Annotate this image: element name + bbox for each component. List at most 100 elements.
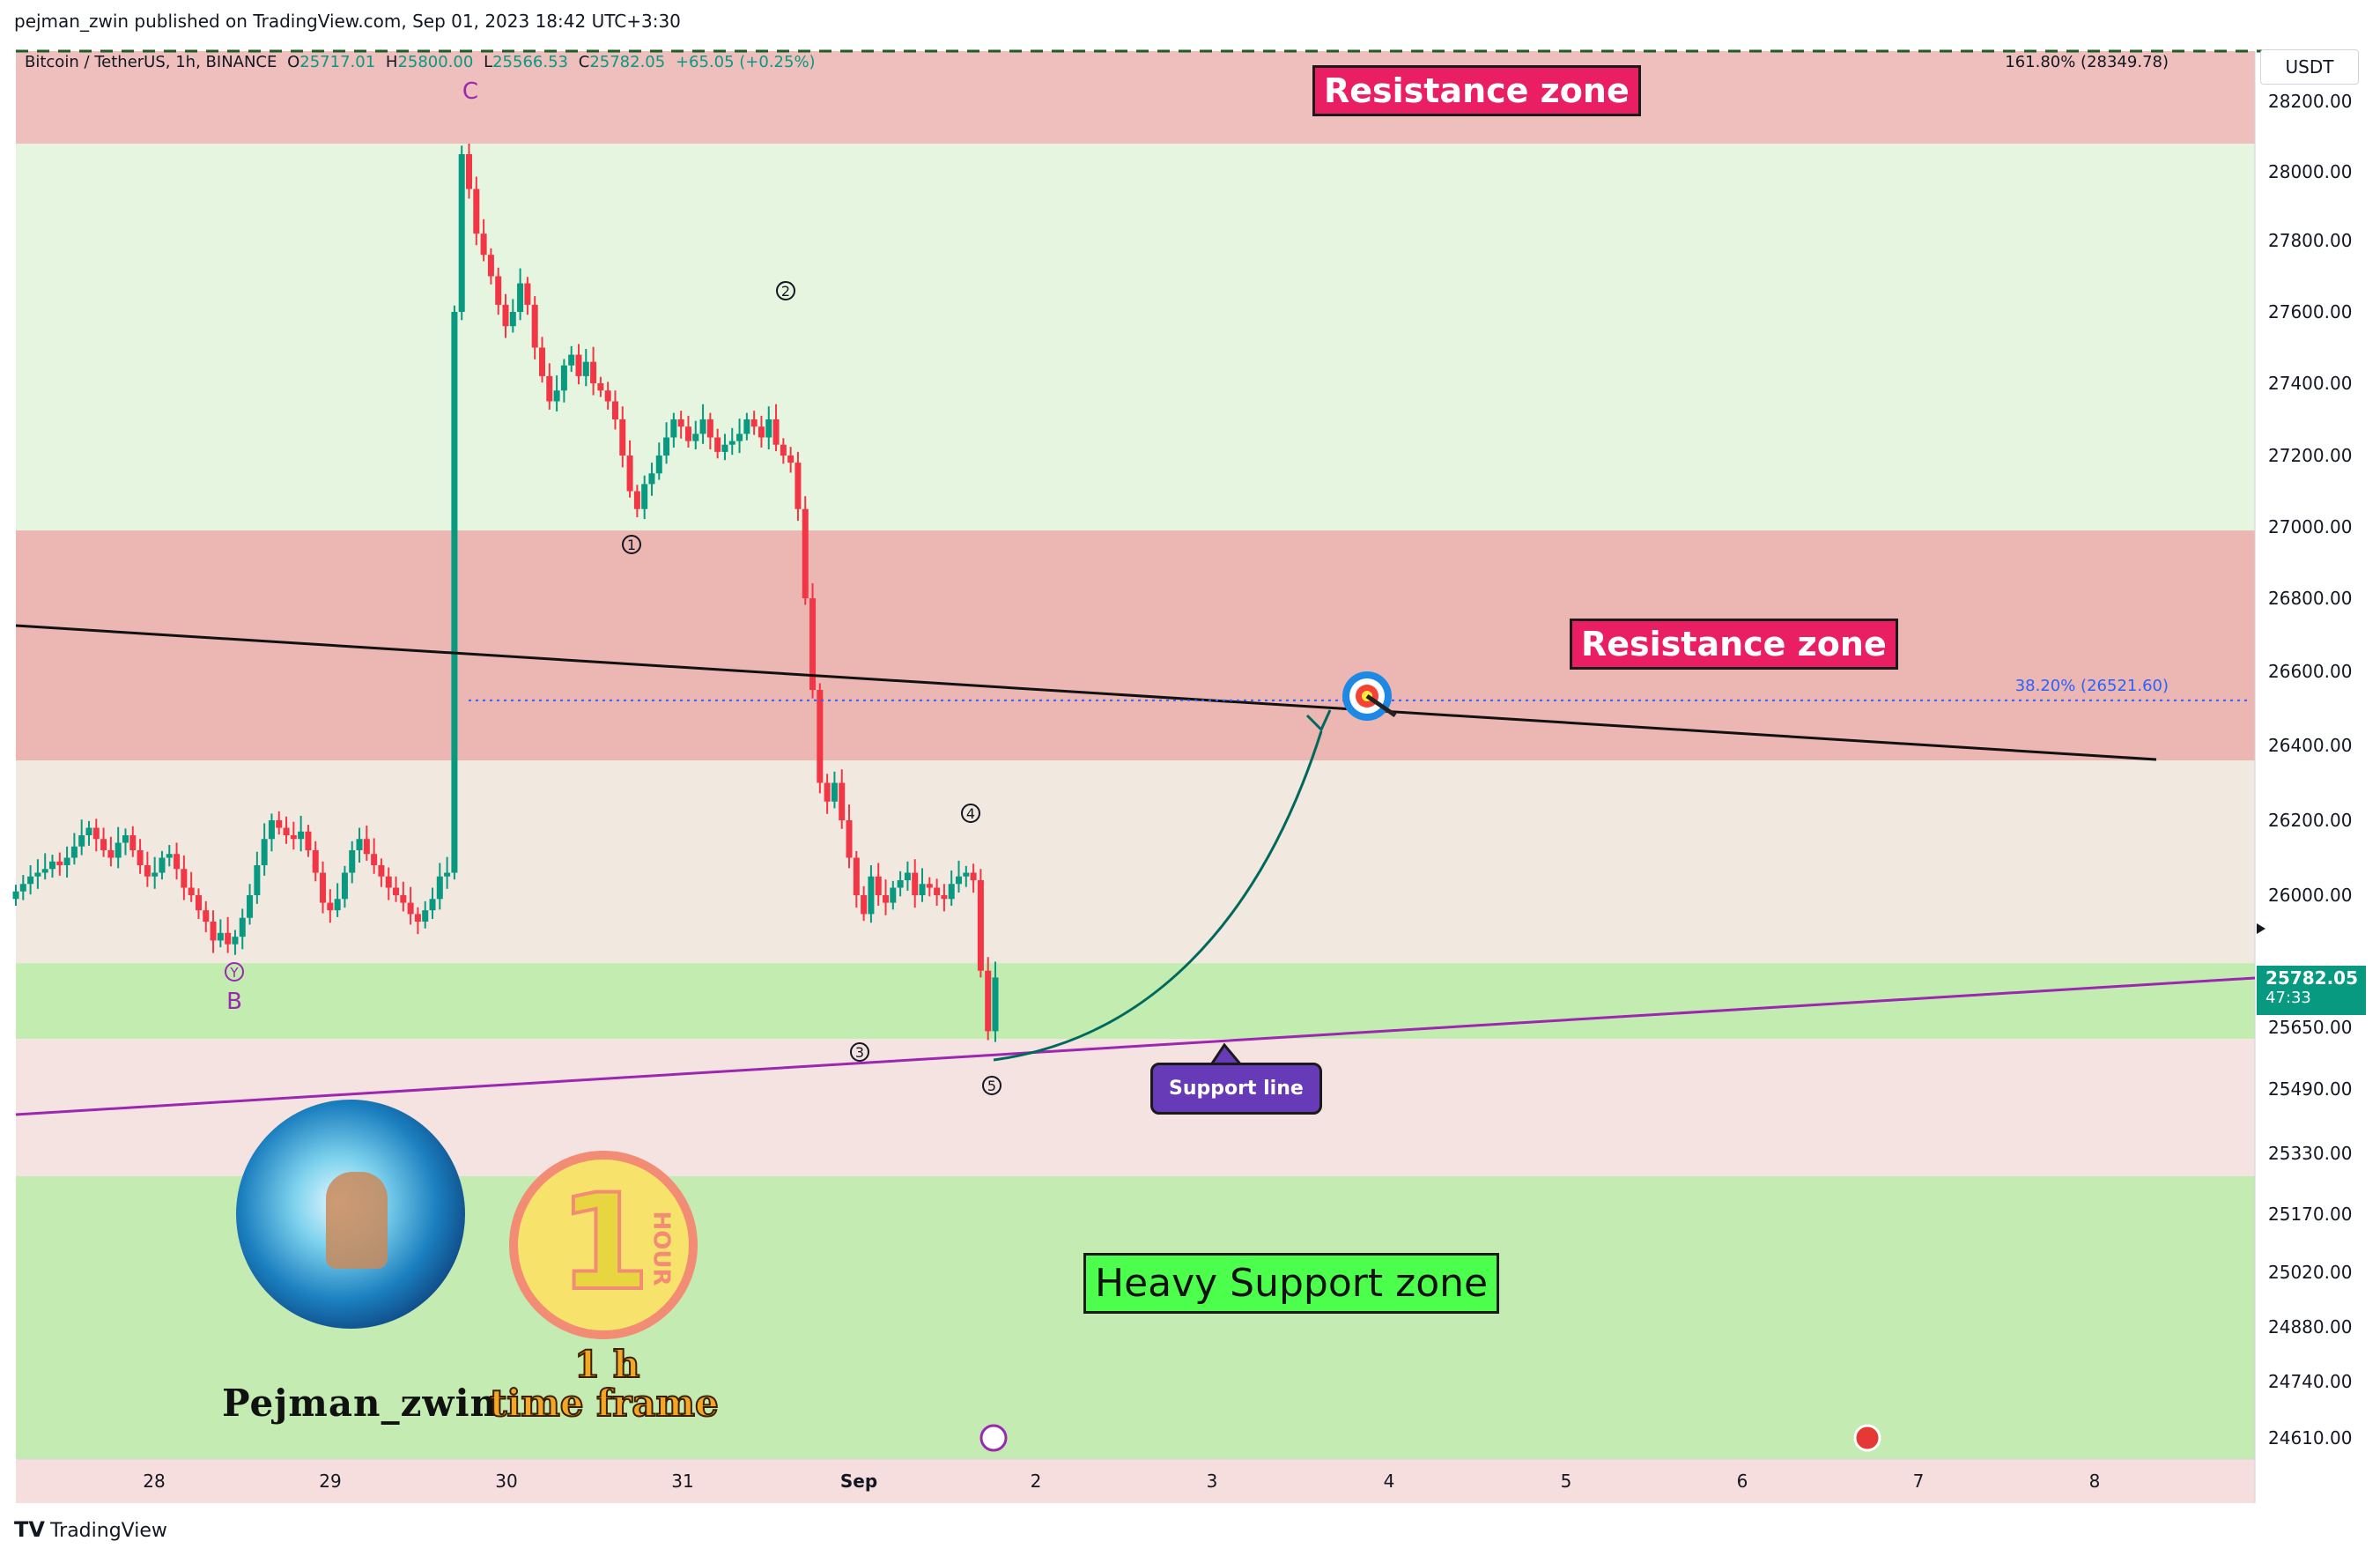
wave-2-label-circle [776, 281, 795, 300]
candle-body [919, 884, 926, 895]
resistance-zone-top-label: Resistance zone [1312, 65, 1641, 116]
candle-body [509, 312, 516, 327]
current-price: 25782.05 [2265, 967, 2359, 989]
time-axis[interactable]: 28 29 30 31 Sep 2 3 4 5 6 7 8 [16, 1458, 2255, 1492]
price-tick-label: 27200.00 [2268, 445, 2352, 466]
candle-body [115, 842, 122, 858]
candle-body [524, 283, 531, 305]
candle-body [934, 887, 941, 895]
candle-body [721, 444, 728, 452]
candle-body [85, 827, 92, 835]
symbol-name[interactable]: Bitcoin / TetherUS, 1h, BINANCE [25, 53, 277, 71]
candle-body [19, 884, 26, 892]
tf-value: 1 h [573, 1342, 640, 1387]
wave-5-label-circle [982, 1076, 1002, 1095]
candle-body [868, 876, 875, 915]
currency-button[interactable]: USDT [2260, 49, 2359, 85]
candle-body [283, 827, 290, 835]
candle-body [582, 361, 589, 376]
price-tick-label: 28000.00 [2268, 161, 2352, 182]
candle-body [203, 910, 210, 922]
support-band [16, 963, 2255, 1040]
tradingview-logo[interactable]: TV TradingView [14, 1517, 167, 1542]
candle-body [568, 354, 575, 366]
candle-body [305, 831, 312, 850]
candle-body [92, 827, 100, 840]
time-tick-label: 28 [143, 1471, 165, 1492]
symbol-legend[interactable]: Bitcoin / TetherUS, 1h, BINANCE O25717.0… [25, 53, 816, 71]
candle-body [517, 283, 524, 312]
wave-y-circle [225, 962, 244, 982]
candle-body [817, 690, 824, 783]
candle-body [166, 854, 173, 858]
candle-body [356, 839, 363, 850]
candle-body [247, 895, 254, 918]
candle-body [290, 835, 297, 840]
wave-c-label: C [462, 78, 478, 105]
wave-y-label: Y [229, 965, 239, 981]
price-tick-label: 24610.00 [2268, 1427, 2352, 1449]
price-axis[interactable]: 28200.00 28000.00 27800.00 27600.00 27400.00… [2254, 51, 2352, 1503]
us-flag-event-icon [1853, 1424, 1881, 1452]
candle-body [670, 419, 677, 438]
candle-body [758, 426, 765, 438]
drawings-layer: 1 2 3 4 5 C YB [15, 78, 2265, 1452]
candle-body [400, 895, 407, 903]
candle-body [795, 463, 802, 509]
wave-3-label: 3 [855, 1044, 864, 1061]
wave-3-label-circle [850, 1042, 869, 1062]
candle-body [897, 880, 904, 888]
candle-body [743, 419, 750, 434]
candle-body [480, 233, 487, 256]
candle-body [254, 865, 261, 895]
candle-body [371, 854, 378, 865]
time-tick-label: 8 [2089, 1471, 2101, 1492]
candle-body [692, 433, 699, 441]
time-tick-label: 6 [1737, 1471, 1748, 1492]
candle-body [619, 419, 626, 456]
candle-body [985, 970, 992, 1032]
time-tick-label: 5 [1561, 1471, 1572, 1492]
current-price-tag: 25782.05 47:33 [2257, 966, 2366, 1015]
price-tick-label: 27800.00 [2268, 230, 2352, 251]
candle-body [473, 189, 480, 234]
candle-body [736, 433, 743, 441]
candle-body [824, 782, 831, 802]
candle-body [152, 872, 159, 877]
candle-body [633, 491, 640, 509]
close-value: 25782.05 [589, 53, 666, 71]
candle-body [444, 872, 451, 877]
change-value: +65.05 (+0.25%) [675, 53, 816, 71]
time-tick-label: 31 [671, 1471, 693, 1492]
candle-body [327, 902, 334, 911]
candle-body [977, 880, 984, 971]
candle-body [553, 390, 560, 402]
price-marker [2257, 923, 2265, 934]
resistance-zone-top [16, 51, 2255, 144]
candle-body [802, 508, 809, 598]
hour-badge-number: 1 [557, 1165, 652, 1322]
candle-body [941, 895, 948, 900]
candle-body [772, 419, 780, 445]
footer-brand: TradingView [49, 1520, 167, 1542]
price-tick-label: 25650.00 [2268, 1017, 2352, 1038]
low-value: 25566.53 [492, 53, 568, 71]
high-value: 25800.00 [397, 53, 474, 71]
candle-body [422, 910, 429, 922]
candle-body [276, 820, 283, 828]
candle-body [853, 857, 860, 895]
candle-body [466, 154, 473, 189]
price-tick-label: 25490.00 [2268, 1078, 2352, 1100]
time-axis-band [16, 1459, 2255, 1503]
candle-body [590, 361, 597, 383]
candle-body [34, 872, 41, 877]
candle-body [429, 899, 436, 911]
candle-body [970, 872, 977, 880]
fib-mid-label: 38.20% (26521.60) [2014, 677, 2169, 695]
candle-body [904, 872, 911, 880]
candle-body [129, 835, 137, 850]
candle-body [846, 820, 853, 858]
candle-body [575, 354, 582, 376]
candle-body [436, 876, 443, 900]
